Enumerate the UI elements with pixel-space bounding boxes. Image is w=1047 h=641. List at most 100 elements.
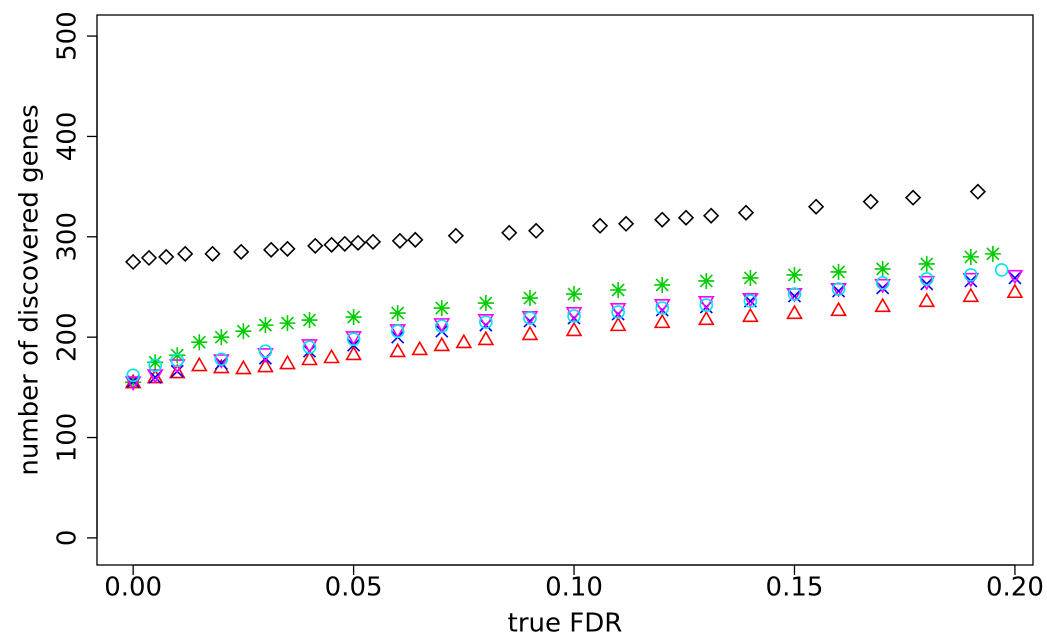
point (654, 211, 671, 228)
point (523, 311, 537, 325)
point (411, 340, 429, 356)
point (177, 245, 194, 263)
point (125, 253, 142, 271)
point (389, 305, 406, 322)
x-axis-label: true FDR (508, 609, 623, 639)
point (565, 321, 583, 337)
point (830, 301, 847, 317)
point (904, 189, 922, 206)
point (567, 309, 581, 323)
point (263, 241, 280, 258)
point (697, 295, 715, 311)
point (345, 345, 362, 361)
point (994, 263, 1009, 277)
point (737, 204, 755, 221)
point (477, 314, 495, 329)
point (455, 333, 473, 349)
point (984, 245, 1001, 262)
point (699, 298, 714, 312)
plot-frame (96, 14, 1034, 566)
point (323, 348, 340, 364)
point (146, 369, 164, 384)
point (653, 313, 671, 329)
point (653, 299, 671, 314)
point (962, 248, 979, 265)
point (918, 255, 935, 272)
point (214, 352, 229, 367)
point (521, 290, 538, 307)
point (433, 336, 451, 352)
point (874, 297, 892, 313)
point (170, 353, 185, 368)
point (234, 359, 252, 375)
point (969, 183, 987, 200)
point (698, 272, 715, 289)
point (566, 286, 583, 303)
point (920, 277, 934, 291)
point (302, 340, 317, 355)
point (655, 301, 670, 315)
point (279, 315, 296, 332)
point (168, 363, 186, 379)
point (697, 310, 715, 326)
point (787, 289, 802, 303)
point (609, 316, 627, 332)
point (433, 318, 451, 333)
point (364, 233, 382, 250)
point (591, 217, 609, 234)
point (148, 358, 162, 373)
point (213, 329, 230, 346)
point (301, 312, 318, 329)
y-tick-label: 100 (53, 413, 83, 463)
point (742, 307, 759, 323)
point (654, 276, 671, 293)
point (477, 330, 495, 346)
point (787, 287, 802, 301)
point (349, 234, 367, 251)
point (233, 243, 250, 260)
point (345, 309, 362, 326)
point (391, 232, 409, 249)
point (874, 278, 892, 294)
point (204, 245, 221, 263)
point (147, 354, 164, 371)
point (124, 373, 142, 389)
point (124, 376, 142, 391)
point (407, 231, 424, 248)
point (346, 332, 361, 346)
point (521, 325, 539, 341)
point (477, 295, 494, 312)
point (258, 344, 273, 359)
point (611, 305, 625, 319)
point (1006, 269, 1024, 285)
point (743, 294, 758, 308)
point (565, 307, 583, 322)
point (609, 303, 627, 318)
point (389, 342, 407, 358)
x-tick-label: 0.05 (325, 573, 383, 603)
point (140, 249, 158, 267)
point (501, 224, 518, 241)
point (191, 334, 208, 351)
point (610, 282, 627, 298)
y-tick-label: 0 (53, 530, 83, 547)
point (677, 209, 695, 226)
x-tick-label: 0.15 (766, 573, 824, 603)
point (212, 354, 230, 369)
point (617, 215, 635, 232)
point (345, 331, 362, 346)
point (301, 350, 318, 366)
point (257, 317, 274, 334)
point (786, 304, 803, 320)
point (862, 193, 879, 210)
point (830, 263, 847, 280)
point (742, 269, 759, 286)
y-tick-label: 200 (53, 312, 83, 362)
y-axis-label: number of discovered genes (15, 104, 45, 475)
point (479, 315, 493, 329)
point (742, 292, 759, 308)
point (1008, 271, 1022, 285)
point (434, 319, 449, 333)
x-tick-label: 0.20 (986, 573, 1044, 603)
